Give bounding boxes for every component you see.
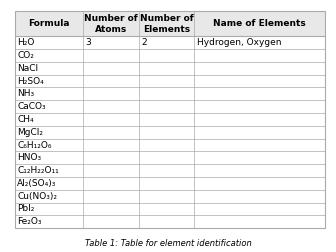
Text: C₁₂H₂₂O₁₁: C₁₂H₂₂O₁₁ — [17, 166, 59, 175]
Text: 3: 3 — [86, 38, 91, 47]
Text: Al₂(SO₄)₃: Al₂(SO₄)₃ — [17, 179, 57, 188]
Bar — [15, 11, 325, 36]
Text: HNO₃: HNO₃ — [17, 153, 42, 162]
Bar — [15, 11, 325, 228]
Text: CH₄: CH₄ — [17, 115, 34, 124]
Text: 2: 2 — [141, 38, 147, 47]
Text: CO₂: CO₂ — [17, 51, 34, 60]
Text: Number of
Elements: Number of Elements — [140, 14, 194, 34]
Text: NaCl: NaCl — [17, 64, 39, 73]
Text: PbI₂: PbI₂ — [17, 204, 35, 213]
Text: C₆H₁₂O₆: C₆H₁₂O₆ — [17, 141, 52, 149]
Text: Formula: Formula — [28, 19, 70, 28]
Text: NH₃: NH₃ — [17, 89, 35, 98]
Text: Cu(NO₃)₂: Cu(NO₃)₂ — [17, 192, 57, 201]
Text: Table 1: Table for element identification: Table 1: Table for element identificatio… — [85, 239, 251, 248]
Text: H₂SO₄: H₂SO₄ — [17, 77, 44, 86]
Text: H₂O: H₂O — [17, 38, 35, 47]
Text: Hydrogen, Oxygen: Hydrogen, Oxygen — [197, 38, 282, 47]
Text: Fe₂O₃: Fe₂O₃ — [17, 217, 42, 226]
Text: Number of
Atoms: Number of Atoms — [84, 14, 138, 34]
Text: Name of Elements: Name of Elements — [213, 19, 306, 28]
Text: MgCl₂: MgCl₂ — [17, 128, 43, 137]
Text: CaCO₃: CaCO₃ — [17, 102, 46, 111]
